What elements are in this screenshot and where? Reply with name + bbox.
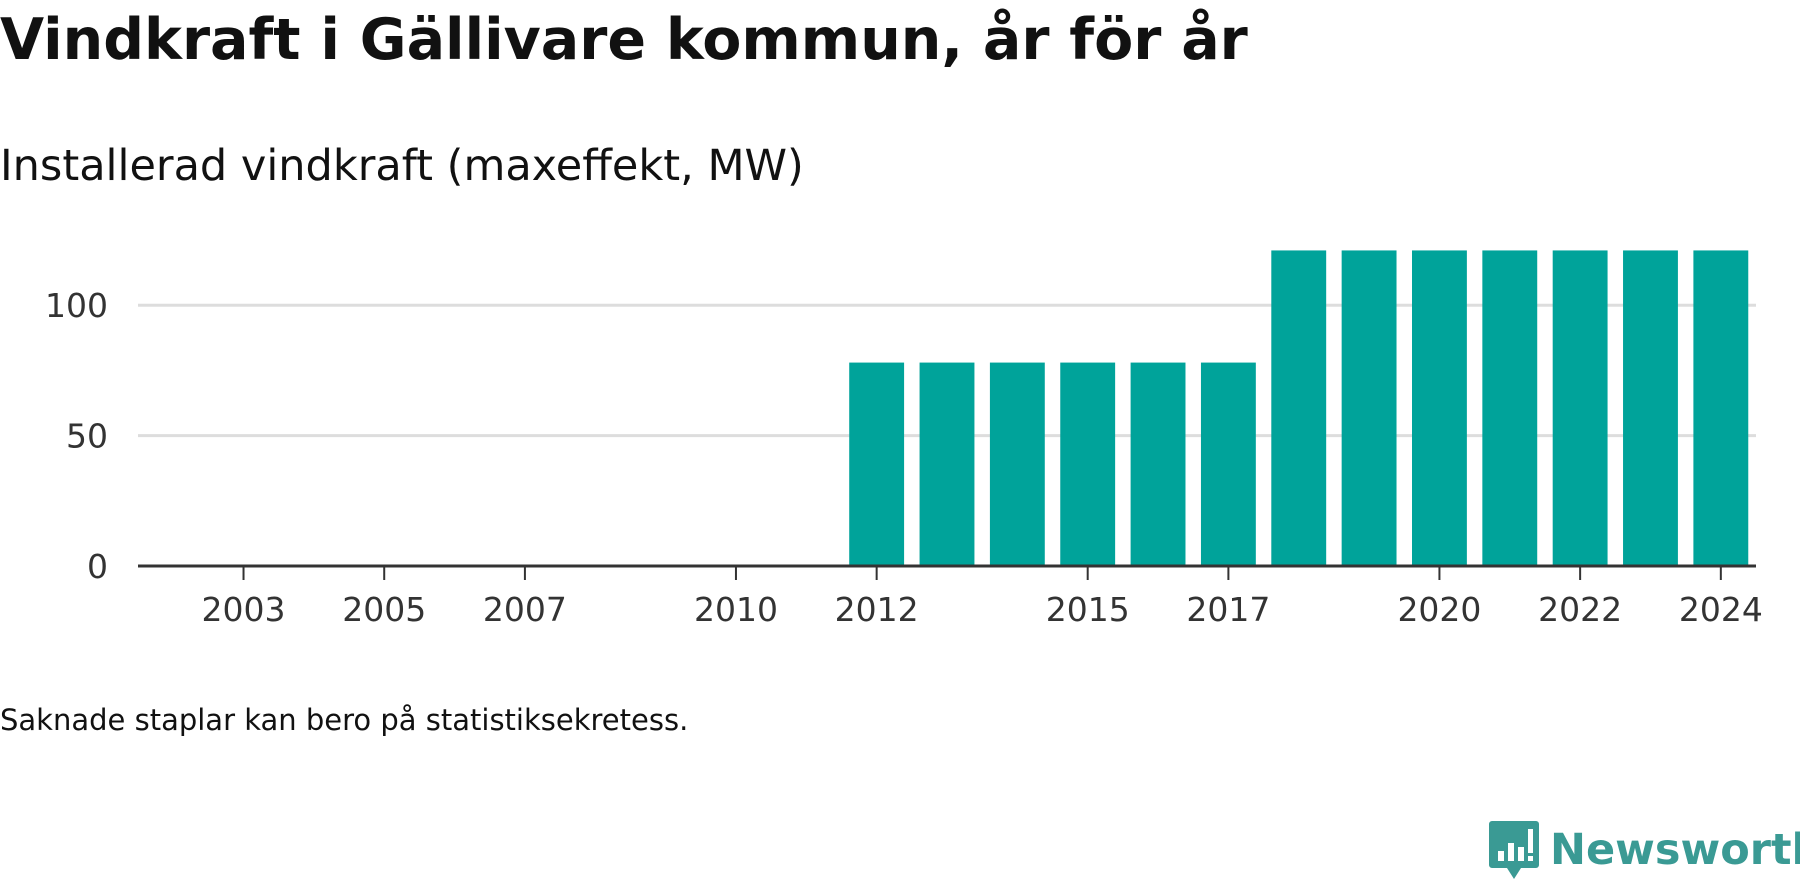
bar-2024 <box>1693 250 1749 566</box>
brand-logo: Newsworthy <box>1488 818 1800 879</box>
x-tick-label: 2024 <box>1679 590 1763 629</box>
x-tick-label: 2012 <box>835 590 919 629</box>
x-tick-label: 2007 <box>483 590 567 629</box>
x-tick-label: 2020 <box>1397 590 1481 629</box>
x-tick-label: 2010 <box>694 590 778 629</box>
bar-2022 <box>1552 250 1608 566</box>
bar-2013 <box>919 362 975 566</box>
bar-2020 <box>1411 250 1467 566</box>
brand-name: Newsworthy <box>1550 825 1800 875</box>
newsworthy-logo-icon <box>1489 821 1539 879</box>
chart-title: Vindkraft i Gällivare kommun, år för år <box>0 7 1248 73</box>
bar-2023 <box>1623 250 1678 566</box>
bar-2014 <box>989 362 1045 566</box>
bar-chart: 0 50 100 2003 2005 2007 2010 2012 2015 2017 2020 20… <box>45 250 1763 629</box>
y-tick-label: 100 <box>45 286 108 325</box>
bar-2019 <box>1341 250 1397 566</box>
bar-2018 <box>1271 250 1327 566</box>
bars <box>849 250 1749 566</box>
y-tick-label: 50 <box>66 417 108 456</box>
bar-2012 <box>849 362 905 566</box>
x-tick-label: 2005 <box>342 590 426 629</box>
x-tick-label: 2022 <box>1538 590 1622 629</box>
footnote: Saknade staplar kan bero på statistiksek… <box>0 703 689 737</box>
bar-2017 <box>1200 362 1256 566</box>
bar-2021 <box>1482 250 1538 566</box>
x-tick-label: 2017 <box>1186 590 1270 629</box>
y-tick-label: 0 <box>87 547 108 586</box>
axes: 0 50 100 2003 2005 2007 2010 2012 2015 2017 2020 20… <box>45 286 1763 629</box>
chart-subtitle: Installerad vindkraft (maxeffekt, MW) <box>0 141 804 191</box>
x-tick-label: 2015 <box>1046 590 1130 629</box>
bar-2016 <box>1130 362 1186 566</box>
bar-2015 <box>1060 362 1116 566</box>
x-tick-label: 2003 <box>202 590 286 629</box>
